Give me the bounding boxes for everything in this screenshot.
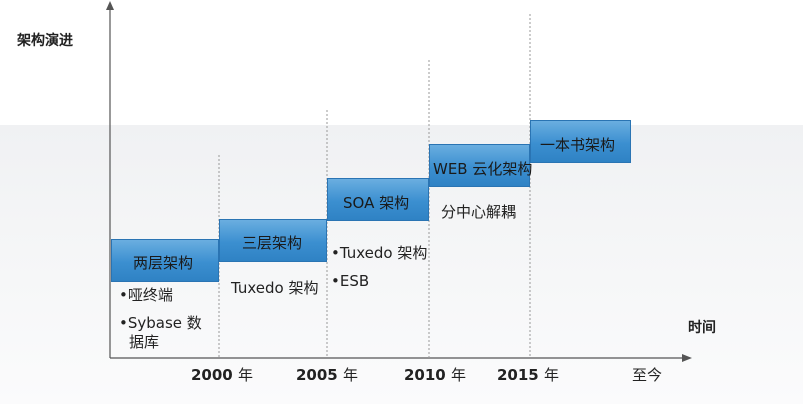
year-label-2000: 2000 年	[191, 367, 253, 383]
stage-label-two-tier: 两层架构	[133, 254, 194, 272]
stage-box-two-tier	[111, 239, 219, 282]
y-axis-arrow	[106, 1, 114, 10]
stage-note-three-tier-1: Tuxedo 架构	[231, 279, 319, 297]
year-value: 2000	[191, 366, 233, 384]
x-axis-arrow	[682, 354, 692, 362]
year-value: 2005	[296, 366, 338, 384]
stage-box-book	[530, 120, 631, 163]
stage-note-two-tier-2: •Sybase 数	[119, 314, 202, 332]
year-unit: 年	[237, 366, 253, 384]
stage-note-web-cloud-1: 分中心解耦	[441, 203, 517, 221]
year-value: 2010	[404, 366, 446, 384]
stage-label-book: 一本书架构	[540, 136, 616, 154]
year-label-2015: 2015 年	[497, 367, 559, 383]
stage-note-soa-2: •ESB	[331, 272, 370, 290]
stage-label-three-tier: 三层架构	[242, 234, 303, 252]
year-unit: 年	[342, 366, 358, 384]
stage-box-web-cloud	[429, 144, 530, 187]
year-value: 2015	[497, 366, 539, 384]
y-axis-title: 架构演进	[17, 33, 73, 49]
end-label: 至今	[632, 366, 663, 384]
stage-note-two-tier-3: 据库	[129, 333, 160, 351]
x-axis-title: 时间	[688, 320, 716, 336]
stage-label-soa: SOA 架构	[343, 194, 410, 212]
stage-label-web-cloud: WEB 云化架构	[433, 160, 533, 178]
year-unit: 年	[450, 366, 466, 384]
year-label-2005: 2005 年	[296, 367, 358, 383]
year-label-2010: 2010 年	[404, 367, 466, 383]
stage-note-soa-1: •Tuxedo 架构	[331, 244, 428, 262]
stage-note-two-tier-1: •哑终端	[119, 286, 173, 304]
year-unit: 年	[543, 366, 559, 384]
stage-box-soa	[327, 178, 429, 221]
stage-box-three-tier	[219, 219, 327, 262]
